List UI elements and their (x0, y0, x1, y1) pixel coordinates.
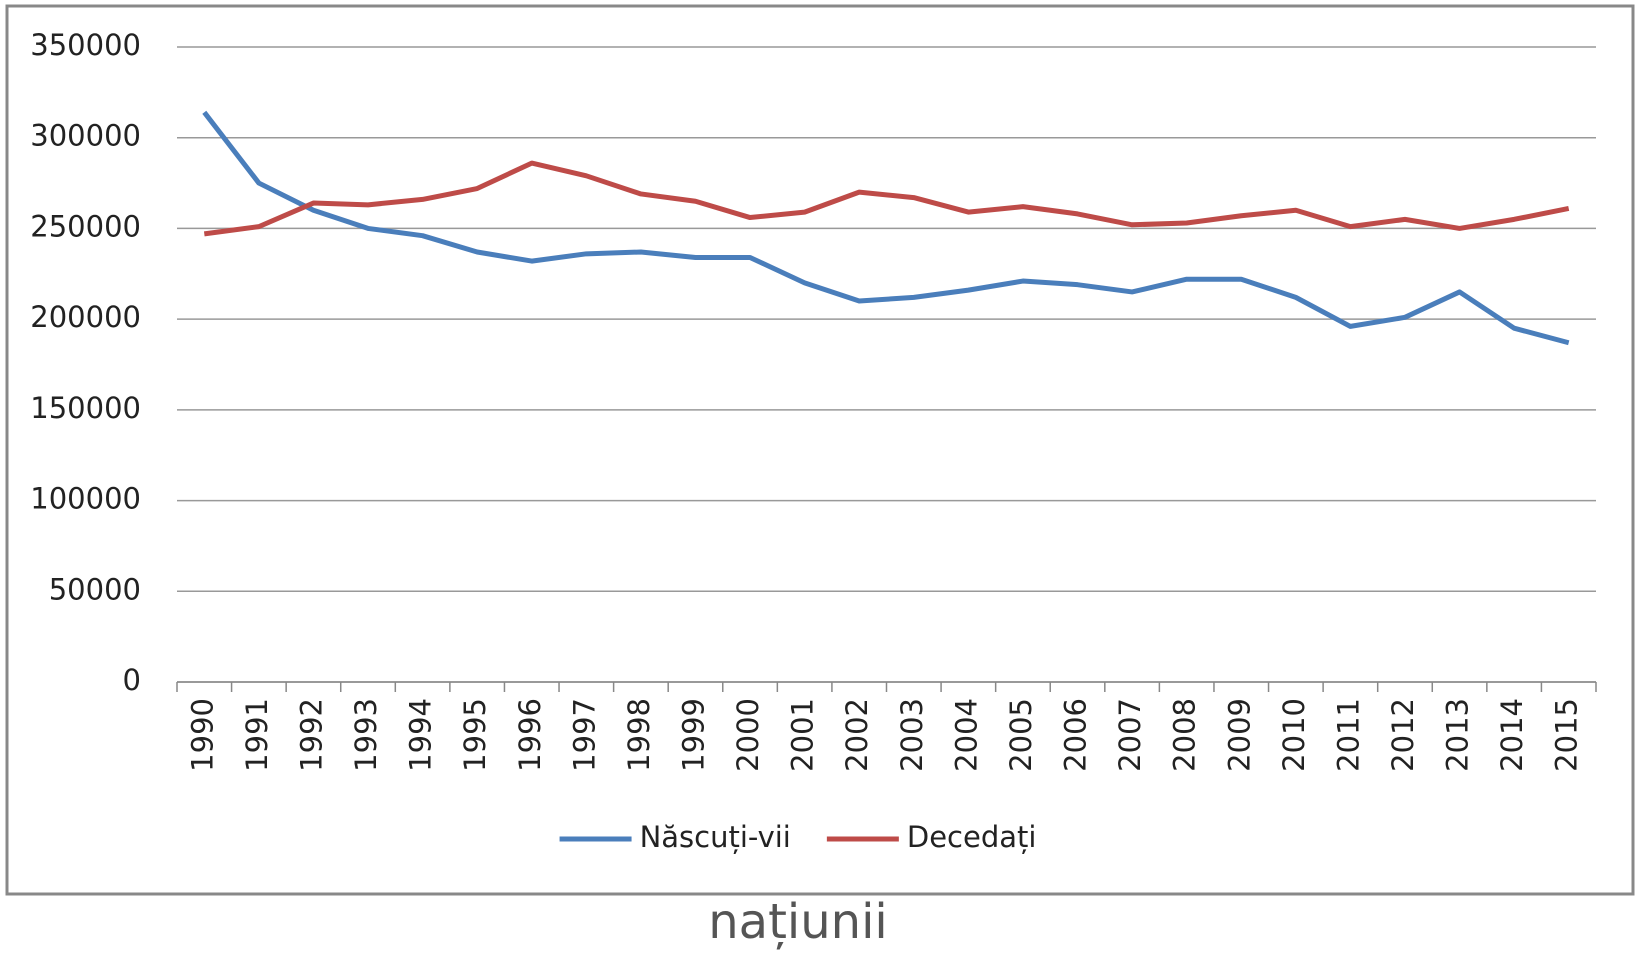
x-tick-label: 2008 (1168, 698, 1202, 772)
x-tick-label: 1990 (185, 698, 219, 772)
y-tick-label: 250000 (30, 209, 141, 243)
y-tick-label: 50000 (49, 572, 141, 606)
x-tick-label: 1995 (458, 698, 492, 772)
x-tick-label: 1992 (294, 698, 328, 772)
x-tick-label: 2010 (1277, 698, 1311, 772)
y-tick-label: 300000 (30, 119, 141, 153)
x-tick-label: 2004 (949, 698, 983, 772)
x-tick-label: 2006 (1059, 698, 1093, 772)
x-tick-label: 2013 (1441, 698, 1475, 772)
x-tick-label: 2007 (1113, 698, 1147, 772)
y-tick-label: 0 (123, 663, 141, 697)
x-tick-label: 1999 (676, 698, 710, 772)
x-tick-label: 1998 (622, 698, 656, 772)
series-line (202, 110, 1570, 346)
x-tick-label: 2009 (1222, 698, 1256, 772)
legend-label: Decedați (907, 820, 1037, 854)
x-tick-label: 1994 (404, 698, 438, 772)
x-tick-label: 2005 (1004, 698, 1038, 772)
x-tick-label: 2015 (1550, 698, 1584, 772)
series-line (203, 160, 1570, 237)
y-tick-label: 350000 (30, 28, 141, 62)
x-tick-label: 2014 (1495, 698, 1529, 772)
y-tick-label: 100000 (30, 482, 141, 516)
x-tick-label: 1991 (240, 698, 274, 772)
footer-text: națiunii (708, 894, 888, 950)
x-tick-label: 2001 (786, 698, 820, 772)
y-tick-label: 150000 (30, 391, 141, 425)
x-tick-label: 2012 (1386, 698, 1420, 772)
chart-frame (5, 4, 1635, 896)
y-tick-label: 200000 (30, 300, 141, 334)
x-tick-label: 2000 (731, 698, 765, 772)
x-tick-label: 2011 (1331, 698, 1365, 772)
x-tick-label: 1997 (567, 698, 601, 772)
x-tick-label: 2002 (840, 698, 874, 772)
x-tick-label: 1996 (513, 698, 547, 772)
x-tick-label: 2003 (895, 698, 929, 772)
x-tick-label: 1993 (349, 698, 383, 772)
legend-label: Născuți-vii (640, 820, 791, 854)
